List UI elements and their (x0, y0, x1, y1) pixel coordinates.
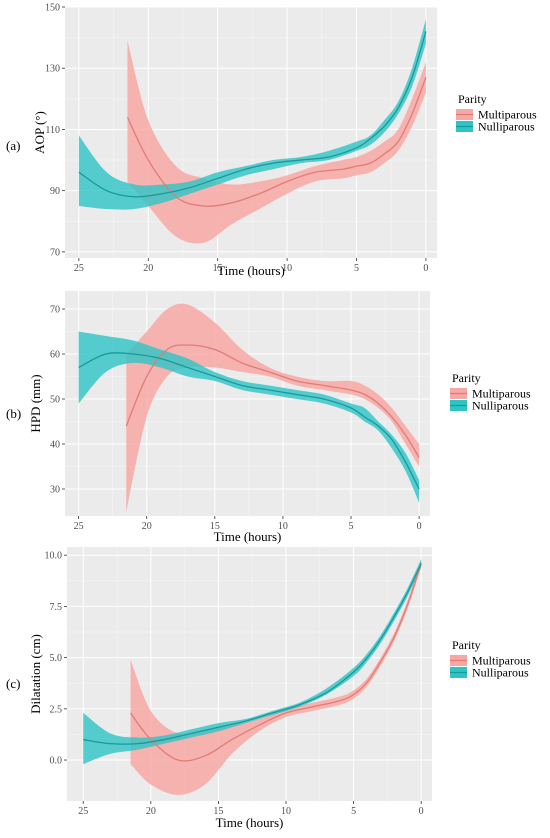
series-line-nulliparous (83, 563, 422, 745)
x-tick-label: 0 (419, 806, 424, 817)
x-tick-label: 25 (74, 263, 84, 274)
x-tick-label: 0 (417, 521, 422, 532)
legend-label-multiparous: Multiparous (472, 654, 531, 668)
y-tick-label: 130 (45, 64, 60, 75)
y-tick-label: 150 (45, 3, 60, 14)
y-tick-label: 50 (50, 395, 60, 406)
y-tick-label: 5.0 (50, 653, 63, 664)
legend-label-multiparous: Multiparous (472, 387, 531, 401)
x-tick-label: 5 (351, 806, 356, 817)
y-tick-label: 30 (50, 485, 60, 496)
y-tick-label: 40 (50, 440, 60, 451)
series-line-multiparous (126, 77, 427, 207)
x-tick-label: 25 (74, 521, 84, 532)
x-tick-label: 20 (143, 263, 153, 274)
x-tick-label: 15 (210, 521, 220, 532)
legend-label-nulliparous: Nulliparous (478, 120, 535, 134)
y-axis-title: AOP (°) (32, 111, 47, 154)
chart-panel-c: 25 20 15 10 5 0 0.0 2.5 5.0 7.5 10.0 Time (hours) Di… (6, 547, 531, 830)
x-tick-label: 20 (142, 521, 152, 532)
x-tick-label: 5 (354, 263, 359, 274)
y-tick-label: 90 (50, 186, 60, 197)
confidence-band-nulliparous (78, 331, 420, 503)
y-tick-label: 110 (45, 125, 60, 136)
plot-background (65, 291, 430, 516)
series-line-nulliparous (78, 352, 420, 490)
panel-label: (b) (6, 406, 21, 421)
x-tick-label: 5 (349, 521, 354, 532)
confidence-band-multiparous (126, 303, 420, 512)
x-tick-label: 15 (213, 806, 223, 817)
x-tick-label: 0 (423, 263, 428, 274)
legend-label-nulliparous: Nulliparous (472, 666, 529, 680)
series-line-multiparous (125, 344, 420, 458)
y-tick-label: 60 (50, 350, 60, 361)
x-axis-title: Time (hours) (217, 263, 285, 278)
legend-title: Parity (452, 638, 481, 652)
legend-title: Parity (458, 92, 487, 106)
y-tick-label: 7.5 (50, 602, 63, 613)
legend-label-nulliparous: Nulliparous (472, 399, 529, 413)
plot-background (67, 547, 432, 801)
x-tick-label: 25 (78, 806, 88, 817)
legend-label-multiparous: Multiparous (478, 108, 537, 122)
x-tick-label: 10 (281, 806, 291, 817)
x-tick-label: 20 (146, 806, 156, 817)
legend-title: Parity (452, 371, 481, 385)
confidence-band-nulliparous (78, 19, 426, 210)
panel-label: (c) (6, 676, 20, 691)
panel-label: (a) (6, 138, 20, 153)
y-tick-label: 70 (50, 247, 60, 258)
y-tick-label: 10.0 (45, 551, 63, 562)
y-tick-label: 0.0 (50, 756, 63, 767)
series-line-nulliparous (78, 31, 427, 198)
x-tick-label: 15 (213, 263, 223, 274)
series-line-multiparous (130, 563, 422, 762)
y-axis-title: HPD (mm) (28, 374, 43, 432)
x-tick-label: 10 (278, 521, 288, 532)
x-tick-label: 10 (282, 263, 292, 274)
y-axis-title: Dilatation (cm) (28, 634, 43, 714)
confidence-band-multiparous (127, 40, 426, 244)
y-tick-label: 70 (50, 305, 60, 316)
x-axis-title: Time (hours) (214, 529, 282, 544)
y-tick-label: 2.5 (50, 704, 63, 715)
confidence-band-multiparous (130, 559, 422, 795)
x-axis-title: Time (hours) (216, 815, 284, 830)
